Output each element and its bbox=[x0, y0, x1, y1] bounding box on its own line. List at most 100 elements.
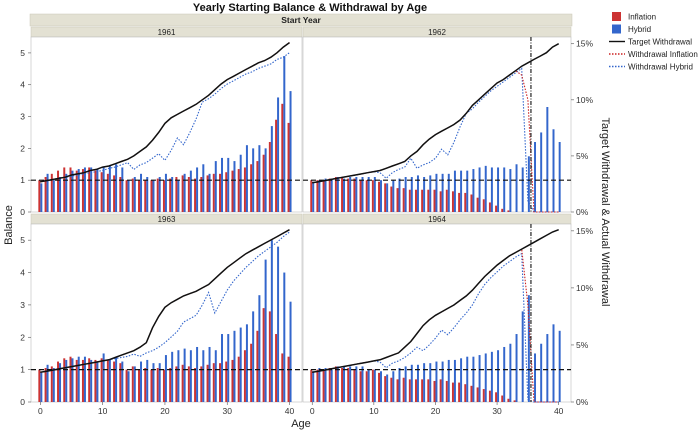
bar-inflation bbox=[100, 358, 103, 402]
bar-hybrid bbox=[478, 167, 481, 212]
bar-inflation bbox=[365, 371, 368, 402]
panel-1964: 1964 0% 5% 10% 15% 0 10 20 30 40 bbox=[302, 213, 593, 416]
bar-hybrid bbox=[146, 359, 149, 402]
bar-hybrid bbox=[171, 351, 174, 402]
bar-inflation bbox=[225, 172, 228, 212]
bar-inflation bbox=[359, 180, 362, 212]
bar-inflation bbox=[334, 366, 337, 402]
bar-hybrid bbox=[40, 372, 43, 402]
legend-label: Hybrid bbox=[628, 25, 651, 34]
bar-hybrid bbox=[527, 295, 530, 402]
bar-hybrid bbox=[258, 145, 261, 212]
bar-hybrid bbox=[478, 355, 481, 402]
y-left-tick-label: 5 bbox=[20, 235, 25, 245]
bar-inflation bbox=[402, 377, 405, 402]
bar-inflation bbox=[200, 366, 203, 402]
bar-inflation bbox=[156, 178, 159, 212]
bar-hybrid bbox=[102, 167, 105, 212]
bar-hybrid bbox=[490, 167, 493, 212]
bar-hybrid bbox=[189, 170, 192, 212]
bar-hybrid bbox=[386, 374, 389, 402]
bar-hybrid bbox=[208, 346, 211, 402]
bar-hybrid bbox=[484, 165, 487, 212]
bar-inflation bbox=[433, 189, 436, 212]
bar-inflation bbox=[206, 175, 209, 212]
bar-hybrid bbox=[441, 361, 444, 402]
bar-inflation bbox=[262, 154, 265, 212]
bar-hybrid bbox=[312, 181, 315, 212]
bar-hybrid bbox=[164, 173, 167, 212]
y-left-tick-label: 5 bbox=[20, 48, 25, 58]
bar-hybrid bbox=[515, 164, 518, 212]
bar-inflation bbox=[458, 382, 461, 402]
bar-inflation bbox=[501, 395, 504, 402]
y-right-tick-label: 15% bbox=[576, 226, 593, 236]
bar-inflation bbox=[439, 379, 442, 402]
bar-hybrid bbox=[441, 173, 444, 212]
bar-inflation bbox=[187, 366, 190, 402]
bar-hybrid bbox=[497, 350, 500, 402]
bar-hybrid bbox=[65, 173, 68, 212]
bar-inflation bbox=[194, 368, 197, 402]
bar-inflation bbox=[310, 369, 313, 402]
bar-hybrid bbox=[277, 97, 280, 212]
bar-hybrid bbox=[52, 368, 55, 402]
bar-hybrid bbox=[96, 169, 99, 212]
bar-hybrid bbox=[515, 334, 518, 402]
bar-inflation bbox=[88, 358, 91, 402]
bar-inflation bbox=[94, 170, 97, 212]
bar-inflation bbox=[119, 363, 122, 402]
bar-hybrid bbox=[527, 156, 530, 212]
y-right-tick-label: 0% bbox=[576, 207, 589, 217]
bar-hybrid bbox=[221, 157, 224, 212]
bar-inflation bbox=[482, 199, 485, 212]
bar-hybrid bbox=[133, 177, 136, 212]
bar-hybrid bbox=[202, 350, 205, 402]
bar-inflation bbox=[144, 368, 147, 402]
bar-inflation bbox=[268, 142, 271, 212]
bar-inflation bbox=[316, 369, 319, 402]
x-tick-label: 40 bbox=[554, 406, 564, 416]
bar-hybrid bbox=[386, 183, 389, 212]
bar-hybrid bbox=[270, 240, 273, 402]
line-target-withdrawal bbox=[40, 229, 290, 374]
bar-inflation bbox=[181, 364, 184, 402]
bar-hybrid bbox=[521, 311, 524, 402]
bar-hybrid bbox=[447, 359, 450, 402]
bar-hybrid bbox=[540, 132, 543, 212]
x-tick-label: 0 bbox=[38, 406, 43, 416]
bar-hybrid bbox=[361, 366, 364, 402]
bar-inflation bbox=[476, 197, 479, 212]
bar-hybrid bbox=[146, 177, 149, 212]
bar-hybrid bbox=[361, 177, 364, 212]
bar-hybrid bbox=[227, 334, 230, 402]
bar-hybrid bbox=[214, 161, 217, 212]
bar-inflation bbox=[138, 180, 141, 212]
bar-inflation bbox=[88, 167, 91, 212]
bar-inflation bbox=[495, 205, 498, 212]
bar-hybrid bbox=[404, 366, 407, 402]
bar-inflation bbox=[421, 379, 424, 402]
bar-inflation bbox=[243, 167, 246, 212]
bar-inflation bbox=[476, 387, 479, 402]
bar-inflation bbox=[250, 164, 253, 212]
bar-inflation bbox=[287, 122, 290, 212]
y-left-tick-label: 0 bbox=[20, 207, 25, 217]
panel-strip-label: 1964 bbox=[428, 215, 446, 224]
bar-hybrid bbox=[367, 177, 370, 212]
bar-hybrid bbox=[164, 355, 167, 402]
bar-inflation bbox=[488, 202, 491, 212]
bar-hybrid bbox=[40, 183, 43, 212]
y-left-axis-title: Balance bbox=[3, 205, 15, 245]
bar-hybrid bbox=[380, 180, 382, 212]
bar-hybrid bbox=[367, 369, 370, 402]
bar-inflation bbox=[212, 363, 215, 402]
bar-hybrid bbox=[221, 334, 224, 402]
bar-hybrid bbox=[521, 167, 524, 212]
bar-hybrid bbox=[540, 343, 543, 402]
bar-inflation bbox=[44, 177, 47, 212]
bar-hybrid bbox=[46, 173, 49, 212]
bar-inflation bbox=[341, 368, 344, 402]
bar-hybrid bbox=[343, 366, 346, 402]
